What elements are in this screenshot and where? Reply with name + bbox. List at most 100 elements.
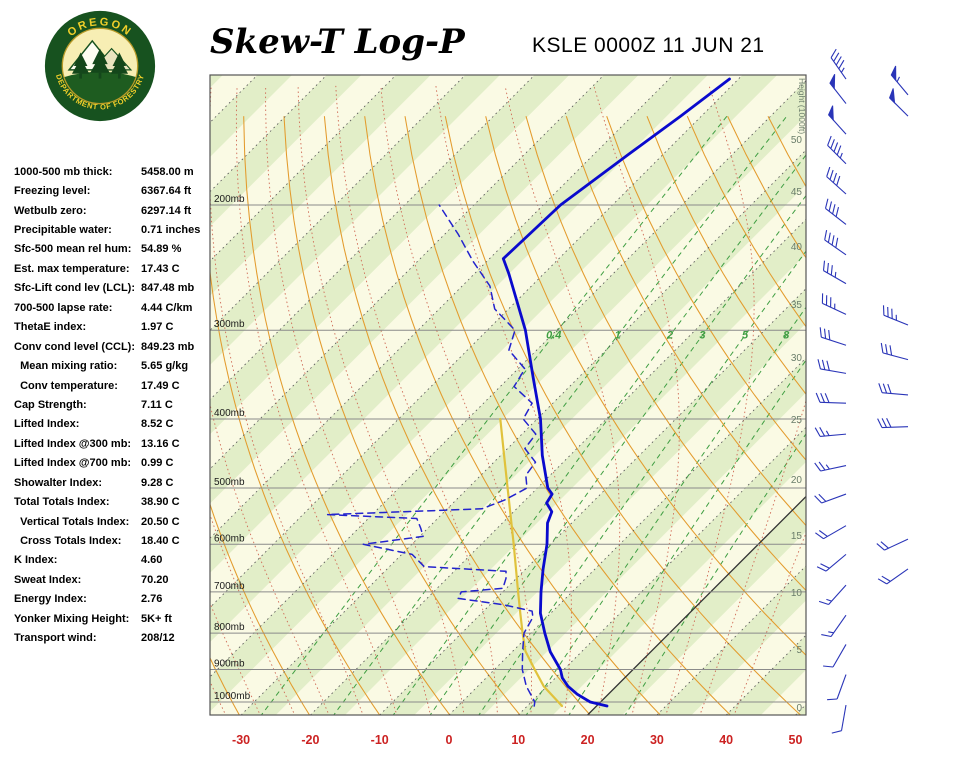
- stat-row: Yonker Mixing Height: 5K+ ft: [14, 609, 214, 628]
- wind-barb: [815, 525, 847, 540]
- wind-barb: [831, 704, 847, 734]
- wind-barb: [878, 383, 909, 396]
- x-tick-label: 40: [719, 733, 733, 747]
- wind-barb: [880, 342, 909, 361]
- stat-row: Precipitable water: 0.71 inches: [14, 220, 214, 239]
- stat-label: Cap Strength:: [14, 398, 87, 411]
- stat-value: 6297.14 ft: [141, 204, 192, 217]
- stat-value: 70.20: [141, 573, 169, 586]
- wind-barb: [817, 359, 847, 374]
- stat-label: ThetaE index:: [14, 321, 87, 334]
- stat-row: Mean mixing ratio: 5.65 g/kg: [14, 356, 214, 375]
- sounding-indices-panel: 1000-500 mb thick: 5458.00 m Freezing leve…: [14, 162, 214, 648]
- stat-value: 1.97 C: [141, 321, 174, 334]
- x-tick-label: -20: [301, 733, 319, 747]
- stat-row: Conv temperature: 17.49 C: [14, 376, 214, 395]
- stat-label: Est. max temperature:: [14, 262, 130, 275]
- stat-value: 6367.64 ft: [141, 185, 192, 198]
- stat-row: Lifted Index @300 mb: 13.16 C: [14, 434, 214, 453]
- wind-barb: [829, 74, 847, 104]
- stat-row: Wetbulb zero: 6297.14 ft: [14, 201, 214, 220]
- wind-barb: [890, 65, 909, 96]
- wind-barb: [876, 538, 909, 551]
- stat-row: Showalter Index: 9.28 C: [14, 473, 214, 492]
- wind-barb: [877, 418, 909, 429]
- temperature-curve: [501, 77, 731, 708]
- stat-value: 13.16 C: [141, 437, 180, 450]
- height-tick-label: 40: [791, 242, 803, 253]
- pressure-level-label: 600mb: [214, 533, 245, 544]
- wind-barb: [889, 88, 909, 117]
- height-tick-label: 50: [791, 135, 803, 146]
- mixing-ratio-label: 0.4: [546, 329, 561, 341]
- x-tick-label: -30: [232, 733, 250, 747]
- stat-value: 5K+ ft: [141, 612, 172, 625]
- height-tick-label: 15: [791, 531, 803, 542]
- x-tick-label: 50: [789, 733, 803, 747]
- mixing-ratio-label: 8: [783, 329, 790, 341]
- stat-label: Precipitable water:: [14, 224, 112, 237]
- stat-label: Lifted Index @300 mb:: [14, 437, 132, 450]
- page-title: Skew-T Log-P: [210, 22, 465, 62]
- height-tick-label: 30: [791, 353, 803, 364]
- stat-row: Cross Totals Index: 18.40 C: [14, 531, 214, 550]
- stat-row: Vertical Totals Index: 20.50 C: [14, 512, 214, 531]
- height-tick-label: 35: [791, 300, 803, 311]
- stat-value: 4.44 C/km: [141, 301, 193, 314]
- stat-label: 700-500 lapse rate:: [14, 301, 113, 314]
- stat-label: K Index:: [14, 554, 58, 567]
- wind-barb: [824, 229, 847, 256]
- plot-area: [210, 75, 806, 715]
- height-tick-label: 20: [791, 475, 803, 486]
- pressure-level-label: 800mb: [214, 622, 245, 633]
- pressure-level-label: 1000mb: [214, 691, 251, 702]
- x-tick-label: -10: [371, 733, 389, 747]
- stat-label: 1000-500 mb thick:: [14, 165, 113, 178]
- stat-row: Energy Index: 2.76: [14, 590, 214, 609]
- stat-label: Freezing level:: [14, 185, 91, 198]
- stat-row: 700-500 lapse rate: 4.44 C/km: [14, 298, 214, 317]
- wind-barb: [815, 392, 847, 404]
- mixing-ratio-label: 3: [699, 329, 705, 341]
- stat-value: 18.40 C: [141, 535, 180, 548]
- stat-row: Sfc-500 mean rel hum: 54.89 %: [14, 240, 214, 259]
- stat-label: Mean mixing ratio:: [14, 360, 118, 373]
- pressure-level-label: 500mb: [214, 477, 245, 488]
- pressure-level-label: 200mb: [214, 194, 245, 205]
- stat-label: Yonker Mixing Height:: [14, 612, 130, 625]
- wind-barb: [821, 293, 847, 315]
- stat-row: Cap Strength: 7.11 C: [14, 395, 214, 414]
- odf-logo: OREGON DEPARTMENT OF FORESTRY: [44, 10, 156, 122]
- stat-value: 0.99 C: [141, 457, 174, 470]
- stat-value: 9.28 C: [141, 476, 174, 489]
- height-axis-title: Height (1000ft): [797, 78, 807, 134]
- wind-barb: [818, 584, 847, 606]
- height-tick-label: 45: [791, 187, 803, 198]
- stat-row: Sweat Index: 70.20: [14, 570, 214, 589]
- logo-artwork: [62, 39, 138, 104]
- x-tick-label: 20: [581, 733, 595, 747]
- wind-barb: [822, 260, 847, 285]
- stat-label: Total Totals Index:: [14, 496, 110, 509]
- stat-value: 8.52 C: [141, 418, 174, 431]
- stat-value: 849.23 mb: [141, 340, 195, 353]
- height-tick-label: 25: [791, 415, 803, 426]
- pressure-level-label: 900mb: [214, 658, 245, 669]
- stat-label: Conv temperature:: [14, 379, 118, 392]
- wind-barb: [823, 644, 847, 668]
- mixing-ratio-label: 1: [615, 329, 621, 341]
- height-tick-label: 5: [796, 645, 802, 656]
- wind-barb: [814, 427, 847, 437]
- wind-barb: [828, 105, 847, 135]
- stat-row: K Index: 4.60: [14, 551, 214, 570]
- stat-value: 54.89 %: [141, 243, 182, 256]
- stat-value: 5458.00 m: [141, 165, 194, 178]
- chart-frame: [209, 74, 807, 716]
- stat-value: 20.50 C: [141, 515, 180, 528]
- stat-label: Transport wind:: [14, 632, 97, 645]
- wind-barb: [814, 461, 847, 472]
- x-tick-label: 30: [650, 733, 664, 747]
- stat-row: Total Totals Index: 38.90 C: [14, 492, 214, 511]
- pressure-level-label: 400mb: [214, 408, 245, 419]
